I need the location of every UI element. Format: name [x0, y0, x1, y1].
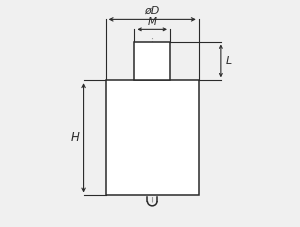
Bar: [106, 80, 199, 195]
Text: H: H: [71, 131, 80, 144]
Text: M: M: [148, 17, 157, 27]
Bar: [134, 42, 170, 80]
Text: øD: øD: [145, 5, 160, 15]
Text: L: L: [226, 56, 232, 66]
